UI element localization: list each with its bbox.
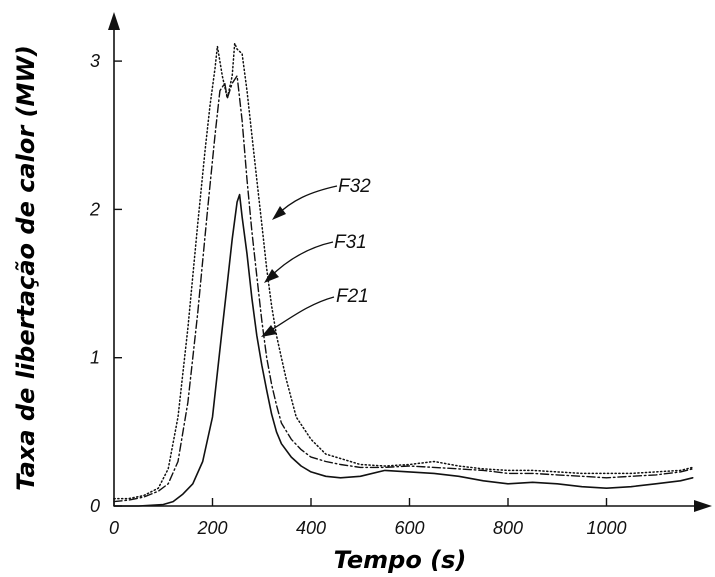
- annotation-f21: F21: [261, 286, 369, 337]
- f21-label: F21: [336, 286, 369, 307]
- x-tick-label: 1000: [586, 518, 626, 538]
- series-f21-line: [113, 193, 694, 507]
- f31-leader-line: [268, 241, 334, 279]
- y-tick-label: 3: [90, 51, 100, 71]
- x-axis: [114, 500, 712, 512]
- y-tick-label: 1: [90, 348, 100, 368]
- f31-label: F31: [334, 232, 367, 253]
- f21-arrowhead: [261, 325, 277, 337]
- x-axis-title: Tempo (s): [334, 546, 467, 574]
- x-tick-label: 600: [394, 518, 424, 538]
- series-f32-line: [113, 42, 694, 500]
- f21-leader-line: [267, 296, 335, 333]
- y-ticks: 0 1 2 3: [89, 51, 122, 516]
- x-tick-label: 200: [196, 518, 227, 538]
- f31-arrowhead: [264, 269, 279, 283]
- x-tick-label: 800: [493, 518, 523, 538]
- series-lines: [113, 42, 694, 507]
- x-axis-arrowhead: [694, 500, 712, 512]
- y-tick-label: 2: [89, 199, 100, 219]
- f32-leader-line: [275, 185, 338, 217]
- y-axis-arrowhead: [108, 12, 120, 30]
- x-ticks: 0 200 400 600 800 1000: [109, 498, 627, 538]
- annotation-f32: F32: [272, 176, 371, 220]
- x-tick-label: 0: [109, 518, 119, 538]
- annotation-f31: F31: [264, 232, 367, 283]
- y-axis: [108, 12, 120, 506]
- x-tick-label: 400: [296, 518, 326, 538]
- f32-label: F32: [338, 176, 371, 197]
- y-axis-title: Taxa de libertação de calor (MW): [12, 45, 40, 491]
- series-f31-line: [113, 75, 694, 503]
- y-tick-label: 0: [90, 496, 100, 516]
- f32-arrowhead: [272, 206, 286, 220]
